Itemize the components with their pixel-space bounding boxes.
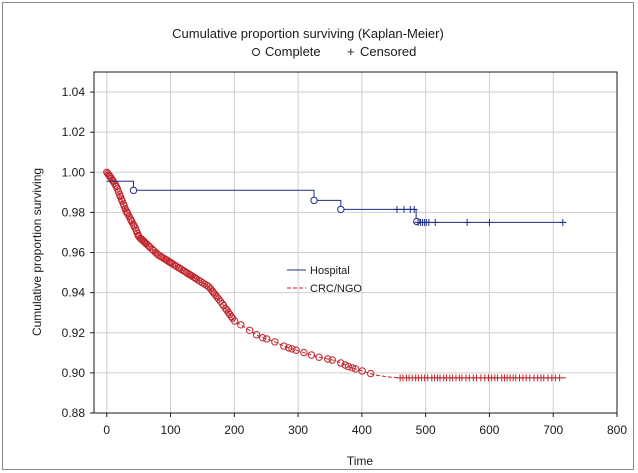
crc-ngo-complete-marker: [285, 344, 293, 352]
legend: Hospital CRC/NGO: [287, 265, 362, 295]
crc-ngo-complete-marker: [341, 361, 349, 369]
crc-ngo-complete-marker: [169, 260, 177, 268]
grid: [94, 72, 618, 414]
chart-subtitle: Complete + Censored: [252, 44, 416, 59]
subtitle-complete-label: Complete: [265, 44, 321, 59]
series-layer: [103, 168, 567, 382]
x-tick-label: 300: [288, 423, 308, 437]
crc-ngo-complete-marker: [307, 351, 316, 359]
x-tick-label: 600: [479, 423, 499, 437]
x-tick-label: 500: [416, 423, 436, 437]
crc-ngo-censored-marker: [556, 374, 564, 382]
y-tick-label: 0.90: [62, 366, 86, 380]
crc-ngo-complete-marker: [130, 222, 138, 230]
crc-ngo-complete-marker: [348, 364, 356, 372]
subtitle-censored-label: Censored: [360, 44, 416, 59]
hospital-complete-marker: [310, 196, 318, 205]
crc-ngo-complete-marker: [315, 353, 323, 361]
hospital-censored-marker: [425, 218, 433, 226]
crc-ngo-complete-marker: [288, 345, 296, 353]
y-tick-label: 0.96: [62, 246, 86, 260]
crc-ngo-complete-marker: [280, 342, 288, 350]
hospital-complete-marker: [413, 217, 421, 226]
y-tick-label: 1.00: [62, 165, 86, 179]
crc-ngo-complete-marker: [344, 362, 353, 371]
crc-ngo-complete-marker: [237, 321, 245, 329]
crc-ngo-complete-marker: [324, 355, 332, 363]
hospital-censored-marker: [400, 205, 408, 213]
y-tick-label: 0.98: [62, 205, 86, 219]
y-tick-label: 1.02: [62, 125, 86, 139]
crc-ngo-complete-marker: [292, 346, 300, 354]
y-tick-labels: 0.88 0.90 0.92 0.94 0.96 0.98 1.00 1.02 1.04: [62, 85, 94, 420]
crc-ngo-complete-marker: [300, 348, 308, 357]
x-axis-label: Time: [347, 454, 374, 468]
hospital-censored-marker: [463, 218, 471, 226]
y-axis-label: Cumulative proportion surviving: [30, 168, 44, 336]
crc-ngo-complete-marker: [271, 338, 279, 346]
crc-ngo-complete-marker: [259, 334, 267, 342]
x-tick-label: 0: [103, 423, 110, 437]
hospital-censored-marker: [485, 218, 493, 226]
x-tick-labels: 0 100 200 300 400 500 600 700 800: [103, 413, 627, 437]
y-tick-label: 0.92: [62, 326, 86, 340]
crc-ngo-complete-marker: [127, 216, 135, 225]
hospital-censored-marker: [410, 205, 418, 213]
crc-ngo-complete-marker: [170, 261, 179, 269]
x-tick-label: 100: [161, 423, 181, 437]
x-tick-label: 800: [607, 423, 627, 437]
crc-ngo-complete-marker: [172, 262, 181, 270]
complete-marker-key: [252, 48, 260, 56]
plot-area-border: [93, 71, 618, 414]
chart-title: Cumulative proportion surviving (Kaplan-…: [172, 26, 444, 41]
crc-ngo-complete-marker: [201, 280, 209, 288]
crc-ngo-complete-marker: [218, 300, 227, 308]
hospital-complete-marker: [129, 186, 138, 195]
crc-ngo-complete-marker: [143, 241, 152, 249]
crc-ngo-complete-marker: [337, 359, 345, 367]
x-tick-label: 400: [352, 423, 372, 437]
crc-ngo-complete-marker: [263, 335, 271, 343]
hospital-censored-marker: [431, 218, 439, 226]
hospital-censored-marker: [393, 205, 401, 213]
hospital-censored-marker: [559, 218, 567, 226]
crc-ngo-complete-marker: [358, 367, 366, 375]
x-tick-label: 700: [543, 423, 563, 437]
crc-ngo-complete-marker: [351, 365, 360, 373]
crc-ngo-complete-marker: [328, 356, 336, 364]
crc-ngo-complete-marker: [252, 331, 261, 339]
crc-ngo-complete-marker: [245, 326, 254, 334]
y-tick-label: 0.88: [62, 406, 86, 420]
y-tick-label: 1.04: [62, 85, 86, 99]
censored-marker-key: +: [347, 44, 355, 59]
crc-ngo-complete-marker: [214, 295, 223, 303]
x-tick-label: 200: [224, 423, 244, 437]
legend-hospital-label: Hospital: [310, 265, 350, 277]
hospital-complete-marker: [337, 205, 345, 214]
y-tick-label: 0.94: [62, 286, 86, 300]
crc-ngo-complete-marker: [367, 369, 375, 378]
legend-crc-ngo-label: CRC/NGO: [310, 283, 362, 295]
crc-ngo-complete-marker: [231, 317, 239, 325]
crc-ngo-complete-marker: [192, 275, 201, 283]
hospital-survival-curve: [106, 180, 566, 223]
